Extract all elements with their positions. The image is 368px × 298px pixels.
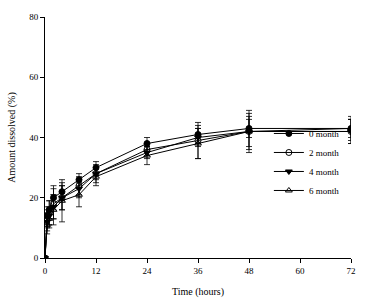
svg-text:12: 12: [92, 266, 101, 276]
svg-text:0 month: 0 month: [309, 129, 339, 139]
svg-text:Time (hours): Time (hours): [172, 286, 224, 298]
svg-text:40: 40: [29, 133, 39, 143]
svg-text:6 month: 6 month: [309, 186, 339, 196]
svg-text:48: 48: [245, 266, 255, 276]
svg-text:2 month: 2 month: [309, 148, 339, 158]
svg-text:60: 60: [296, 266, 306, 276]
svg-text:80: 80: [29, 12, 39, 22]
svg-text:36: 36: [194, 266, 204, 276]
svg-text:72: 72: [347, 266, 356, 276]
svg-text:4 month: 4 month: [309, 167, 339, 177]
svg-text:0: 0: [34, 253, 39, 263]
svg-text:60: 60: [29, 72, 39, 82]
svg-text:24: 24: [143, 266, 153, 276]
svg-text:20: 20: [29, 193, 39, 203]
svg-text:Amount dissolved (%): Amount dissolved (%): [6, 92, 18, 183]
svg-text:0: 0: [43, 266, 48, 276]
